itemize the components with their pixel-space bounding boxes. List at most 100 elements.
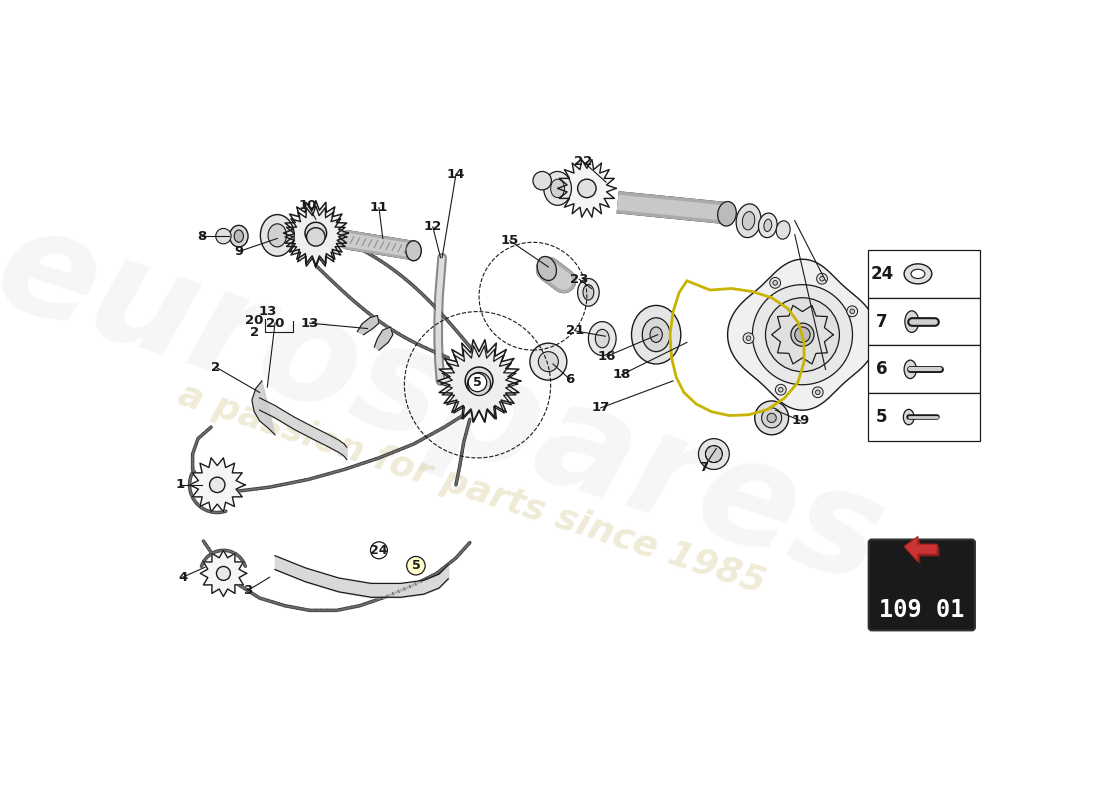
Polygon shape — [904, 537, 937, 562]
Ellipse shape — [904, 360, 916, 378]
Text: 24: 24 — [371, 544, 387, 557]
Text: a passion for parts since 1985: a passion for parts since 1985 — [174, 378, 769, 600]
Polygon shape — [285, 206, 346, 268]
Text: 10: 10 — [299, 199, 317, 212]
Text: 15: 15 — [500, 234, 519, 247]
Text: 11: 11 — [370, 201, 388, 214]
Text: 13: 13 — [258, 305, 276, 318]
Circle shape — [816, 274, 827, 284]
Circle shape — [530, 343, 566, 380]
Circle shape — [209, 477, 224, 493]
Text: 1: 1 — [176, 478, 185, 491]
Ellipse shape — [543, 171, 572, 206]
Bar — [868, 250, 979, 298]
Ellipse shape — [406, 241, 421, 261]
Ellipse shape — [578, 278, 600, 306]
Ellipse shape — [763, 219, 772, 231]
Text: 14: 14 — [447, 168, 465, 181]
Circle shape — [698, 438, 729, 470]
Text: 2: 2 — [211, 361, 220, 374]
Ellipse shape — [588, 322, 616, 355]
Ellipse shape — [642, 318, 670, 352]
Circle shape — [815, 390, 821, 394]
Text: 4: 4 — [178, 570, 187, 584]
Ellipse shape — [261, 214, 295, 256]
Ellipse shape — [759, 213, 777, 238]
Circle shape — [770, 278, 781, 288]
Ellipse shape — [631, 306, 681, 364]
Polygon shape — [374, 327, 393, 350]
Text: 2: 2 — [250, 326, 258, 339]
Text: 20: 20 — [245, 314, 263, 327]
Polygon shape — [284, 201, 348, 266]
Circle shape — [538, 352, 559, 372]
Polygon shape — [727, 259, 878, 410]
Text: 7: 7 — [876, 313, 888, 330]
Circle shape — [813, 387, 823, 398]
Text: 6: 6 — [565, 373, 574, 386]
Polygon shape — [189, 458, 245, 512]
Text: 13: 13 — [300, 317, 319, 330]
Circle shape — [468, 373, 491, 395]
Ellipse shape — [230, 226, 249, 247]
Ellipse shape — [777, 221, 790, 239]
Ellipse shape — [583, 285, 594, 300]
Text: 8: 8 — [197, 230, 207, 242]
Circle shape — [752, 285, 852, 385]
Circle shape — [216, 229, 231, 244]
Ellipse shape — [736, 204, 761, 238]
Text: 19: 19 — [792, 414, 810, 427]
Circle shape — [305, 222, 327, 244]
Circle shape — [469, 373, 486, 392]
Circle shape — [744, 333, 754, 343]
Ellipse shape — [742, 211, 755, 230]
Polygon shape — [772, 306, 834, 364]
Bar — [868, 394, 979, 441]
Ellipse shape — [911, 270, 925, 278]
Ellipse shape — [904, 264, 932, 284]
Circle shape — [465, 367, 493, 394]
Polygon shape — [558, 159, 616, 218]
Text: 18: 18 — [613, 368, 630, 382]
Circle shape — [847, 306, 858, 317]
Circle shape — [820, 277, 824, 281]
Circle shape — [371, 542, 387, 558]
Circle shape — [850, 309, 855, 314]
Text: 22: 22 — [574, 155, 592, 168]
Bar — [868, 298, 979, 346]
Ellipse shape — [595, 330, 609, 348]
Circle shape — [578, 179, 596, 198]
Circle shape — [773, 281, 778, 285]
Ellipse shape — [717, 202, 736, 226]
Text: 23: 23 — [570, 273, 589, 286]
Ellipse shape — [903, 410, 914, 425]
Polygon shape — [440, 346, 517, 422]
Polygon shape — [252, 381, 275, 435]
Circle shape — [746, 336, 751, 341]
Circle shape — [407, 557, 425, 575]
Circle shape — [779, 387, 783, 392]
Text: 17: 17 — [592, 402, 609, 414]
Circle shape — [217, 566, 230, 580]
Ellipse shape — [537, 257, 557, 281]
Circle shape — [755, 401, 789, 435]
Text: 5: 5 — [473, 376, 482, 389]
Text: 3: 3 — [243, 584, 253, 597]
Circle shape — [534, 171, 551, 190]
Text: 5: 5 — [876, 408, 888, 426]
Circle shape — [776, 384, 786, 395]
Ellipse shape — [551, 179, 564, 198]
Text: 20: 20 — [266, 317, 284, 330]
Circle shape — [766, 298, 839, 372]
Polygon shape — [906, 538, 939, 564]
Circle shape — [705, 446, 723, 462]
Circle shape — [761, 408, 782, 428]
Text: 16: 16 — [597, 350, 616, 362]
Circle shape — [794, 327, 810, 342]
Polygon shape — [358, 315, 378, 334]
Text: 7: 7 — [700, 461, 708, 474]
Text: 109 01: 109 01 — [879, 598, 965, 622]
Circle shape — [767, 414, 777, 422]
Ellipse shape — [268, 224, 286, 247]
Bar — [868, 346, 979, 394]
